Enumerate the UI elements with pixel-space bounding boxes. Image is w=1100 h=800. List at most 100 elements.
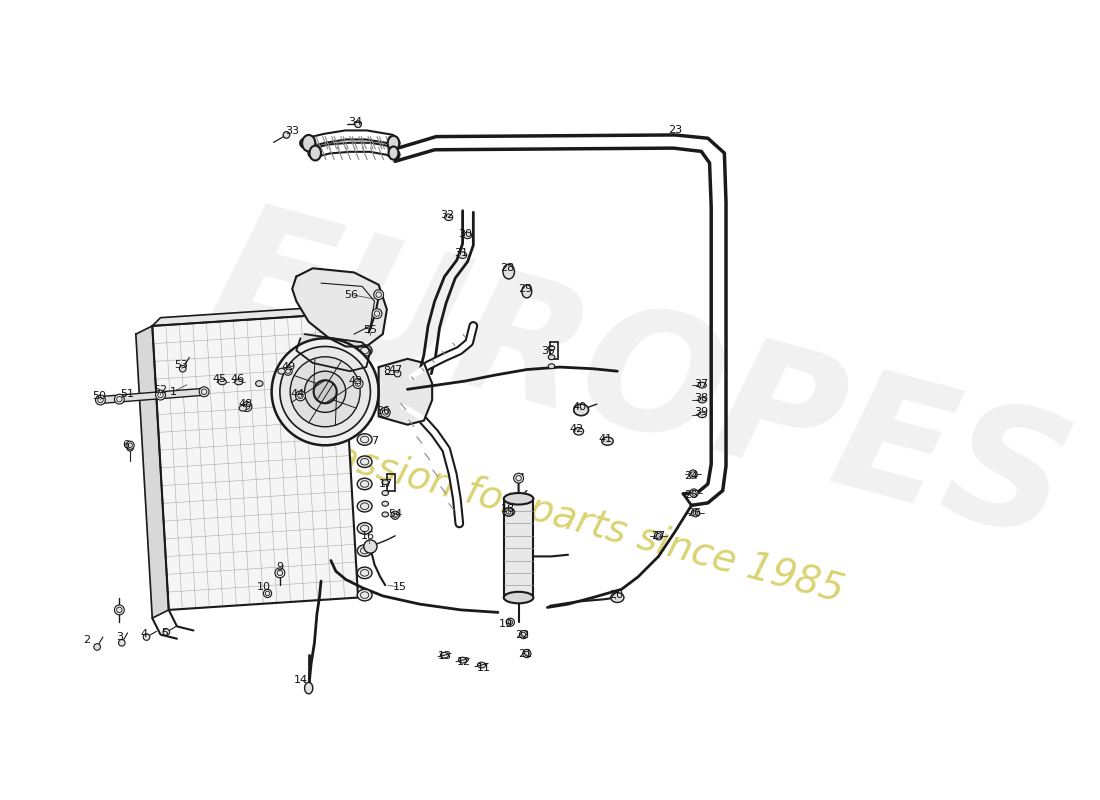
Ellipse shape <box>440 652 449 658</box>
Circle shape <box>128 443 132 447</box>
Circle shape <box>96 395 106 405</box>
Text: 9: 9 <box>276 562 284 572</box>
Ellipse shape <box>382 502 388 506</box>
Text: 35: 35 <box>541 346 556 356</box>
Text: 12: 12 <box>456 657 471 666</box>
Ellipse shape <box>361 503 368 510</box>
Circle shape <box>506 618 515 626</box>
Circle shape <box>376 292 382 298</box>
Ellipse shape <box>278 368 285 374</box>
Text: 34: 34 <box>349 117 363 126</box>
Text: 39: 39 <box>694 407 708 418</box>
Circle shape <box>117 397 122 402</box>
Ellipse shape <box>272 338 378 446</box>
Text: 26: 26 <box>686 508 701 518</box>
Circle shape <box>508 620 513 625</box>
Text: EUROPES: EUROPES <box>198 191 1086 575</box>
Ellipse shape <box>548 346 554 350</box>
Circle shape <box>275 568 285 578</box>
Circle shape <box>242 402 252 411</box>
Ellipse shape <box>361 547 368 554</box>
Text: 50: 50 <box>91 391 106 401</box>
Ellipse shape <box>698 382 706 388</box>
Ellipse shape <box>361 370 368 376</box>
Circle shape <box>244 404 250 410</box>
Circle shape <box>126 445 133 451</box>
Circle shape <box>353 378 363 389</box>
Circle shape <box>114 605 124 615</box>
Ellipse shape <box>255 381 263 386</box>
Circle shape <box>525 651 529 656</box>
Ellipse shape <box>361 481 368 487</box>
Circle shape <box>143 634 150 640</box>
Circle shape <box>179 366 186 372</box>
Text: 54: 54 <box>388 509 403 518</box>
Text: 5: 5 <box>161 628 168 638</box>
Circle shape <box>119 639 125 646</box>
Ellipse shape <box>610 593 624 602</box>
Ellipse shape <box>463 232 472 238</box>
Ellipse shape <box>279 346 371 437</box>
Circle shape <box>521 632 526 637</box>
Ellipse shape <box>574 427 584 435</box>
Ellipse shape <box>503 508 515 516</box>
Circle shape <box>199 387 209 397</box>
Ellipse shape <box>234 379 243 385</box>
Circle shape <box>374 311 379 316</box>
Circle shape <box>201 389 207 394</box>
Text: 29: 29 <box>518 284 532 294</box>
Text: 30: 30 <box>458 229 472 238</box>
Circle shape <box>654 532 662 540</box>
Text: 21: 21 <box>518 649 532 658</box>
Text: 53: 53 <box>174 361 188 370</box>
Ellipse shape <box>358 411 372 423</box>
Circle shape <box>364 540 377 553</box>
Circle shape <box>157 392 163 398</box>
Circle shape <box>390 511 399 519</box>
Text: 49: 49 <box>280 362 295 372</box>
Ellipse shape <box>387 136 399 150</box>
Ellipse shape <box>290 357 360 426</box>
Ellipse shape <box>358 522 372 534</box>
Ellipse shape <box>309 146 321 161</box>
Ellipse shape <box>361 392 368 398</box>
Polygon shape <box>296 334 371 371</box>
Ellipse shape <box>302 135 316 151</box>
Text: 41: 41 <box>598 434 612 444</box>
Text: 16: 16 <box>361 531 375 541</box>
Text: 22: 22 <box>515 630 529 639</box>
Circle shape <box>514 474 524 483</box>
Ellipse shape <box>358 478 372 490</box>
Text: 19: 19 <box>498 619 513 629</box>
Circle shape <box>98 398 103 402</box>
Circle shape <box>381 407 390 418</box>
Text: 13: 13 <box>438 651 451 661</box>
Ellipse shape <box>361 570 368 576</box>
Text: 33: 33 <box>285 126 299 136</box>
Ellipse shape <box>602 437 613 446</box>
Ellipse shape <box>361 347 368 354</box>
Circle shape <box>277 570 283 575</box>
Ellipse shape <box>382 512 388 517</box>
Ellipse shape <box>361 525 368 532</box>
Circle shape <box>265 591 269 596</box>
Text: 31: 31 <box>454 249 467 258</box>
Text: 40: 40 <box>572 402 586 411</box>
Circle shape <box>522 650 531 658</box>
Text: 17: 17 <box>379 479 393 489</box>
Ellipse shape <box>503 264 515 279</box>
Ellipse shape <box>358 545 372 556</box>
Circle shape <box>516 475 521 481</box>
Polygon shape <box>152 306 350 326</box>
Ellipse shape <box>459 252 466 258</box>
Text: 27: 27 <box>651 531 666 541</box>
Bar <box>504 498 534 598</box>
Text: 14: 14 <box>294 675 308 685</box>
Ellipse shape <box>382 480 388 485</box>
Text: 7: 7 <box>371 436 378 446</box>
Text: 42: 42 <box>569 424 583 434</box>
Text: 47: 47 <box>388 365 403 374</box>
Text: 51: 51 <box>121 390 134 399</box>
Ellipse shape <box>314 380 337 403</box>
Text: 46: 46 <box>230 374 244 385</box>
